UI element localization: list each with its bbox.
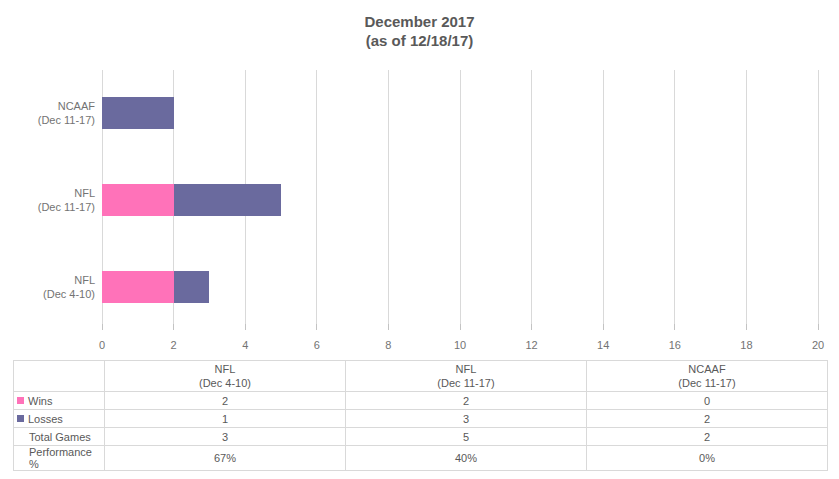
x-axis-tick-label: 0 [82,339,122,351]
table-row-wins: Wins220 [14,392,828,410]
x-axis-tick-label: 10 [440,339,480,351]
x-axis-tick-label: 18 [726,339,766,351]
bar-segment-wins-nfl-dec-4-10 [102,271,174,303]
category-label-line2: (Dec 11-17) [0,200,95,214]
legend-swatch-losses [17,415,24,422]
row-label-text: Total Games [29,431,91,443]
chart-canvas: December 2017 (as of 12/18/17) NCAAF(Dec… [0,0,839,479]
chart-title: December 2017 (as of 12/18/17) [0,12,839,50]
row-label-content: Wins [14,395,104,407]
table-column-header-nfl-dec-4-10: NFL(Dec 4-10) [105,361,346,392]
bar-nfl-dec-11-17 [102,184,281,216]
column-header-line2: (Dec 11-17) [587,376,827,390]
table-row-label-performance: Performance % [14,446,105,471]
axis-tick-mark [102,324,103,330]
column-header-line2: (Dec 11-17) [346,376,586,390]
table-cell-performance-col2: 40% [346,446,587,471]
category-label-line1: NFL [0,186,95,200]
x-axis-tick-label: 16 [655,339,695,351]
row-label-content: Performance % [14,446,104,470]
table-cell-performance-col3: 0% [587,446,828,471]
gridline-x-6 [316,70,317,330]
category-label-line2: (Dec 4-10) [0,287,95,301]
bar-ncaaf-dec-11-17 [102,97,174,129]
gridline-x-12 [531,70,532,330]
table-cell-performance-col1: 67% [105,446,346,471]
bar-segment-losses-nfl-dec-11-17 [174,184,281,216]
category-label-nfl-dec-4-10: NFL(Dec 4-10) [0,273,95,301]
plot-area [102,70,818,330]
row-label-content: Losses [14,413,104,425]
gridline-x-10 [460,70,461,330]
table-header-row: NFL(Dec 4-10)NFL(Dec 11-17)NCAAF(Dec 11-… [14,361,828,392]
axis-tick-mark [603,324,604,330]
table-cell-wins-col3: 0 [587,392,828,410]
bar-segment-losses-nfl-dec-4-10 [174,271,210,303]
table-cell-losses-col2: 3 [346,410,587,428]
category-label-line2: (Dec 11-17) [0,113,95,127]
column-header-line2: (Dec 4-10) [105,376,345,390]
x-axis-tick-label: 6 [297,339,337,351]
axis-tick-mark [245,324,246,330]
row-label-text: Wins [28,395,52,407]
table-cell-total-games-col1: 3 [105,428,346,446]
table-cell-total-games-col3: 2 [587,428,828,446]
row-label-text: Performance % [29,446,104,470]
table-column-header-nfl-dec-11-17: NFL(Dec 11-17) [346,361,587,392]
table-corner-cell [14,361,105,392]
legend-swatch-wins [17,397,24,404]
table-column-header-ncaaf-dec-11-17: NCAAF(Dec 11-17) [587,361,828,392]
x-axis-tick-label: 14 [583,339,623,351]
axis-tick-mark [173,324,174,330]
x-axis-tick-label: 4 [225,339,265,351]
axis-tick-mark [316,324,317,330]
table-cell-losses-col1: 1 [105,410,346,428]
table-cell-wins-col1: 2 [105,392,346,410]
table-cell-losses-col3: 2 [587,410,828,428]
x-axis-tick-label: 12 [512,339,552,351]
axis-tick-mark [746,324,747,330]
axis-tick-mark [388,324,389,330]
axis-tick-mark [460,324,461,330]
category-label-line1: NCAAF [0,99,95,113]
table-cell-wins-col2: 2 [346,392,587,410]
bar-nfl-dec-4-10 [102,271,209,303]
table-row-losses: Losses 132 [14,410,828,428]
column-header-line1: NFL [346,362,586,376]
column-header-line1: NFL [105,362,345,376]
axis-tick-mark [818,324,819,330]
table-row-label-total-games: Total Games [14,428,105,446]
x-axis-tick-label: 8 [368,339,408,351]
table-row-total-games: Total Games 352 [14,428,828,446]
table-row-performance: Performance %67%40%0% [14,446,828,471]
x-axis-tick-label: 2 [154,339,194,351]
data-table: NFL(Dec 4-10)NFL(Dec 11-17)NCAAF(Dec 11-… [13,360,828,471]
gridline-x-18 [746,70,747,330]
bar-segment-losses-ncaaf-dec-11-17 [102,97,174,129]
table-row-label-losses: Losses [14,410,105,428]
category-label-nfl-dec-11-17: NFL(Dec 11-17) [0,186,95,214]
category-label-line1: NFL [0,273,95,287]
row-label-text: Losses [28,413,63,425]
category-label-ncaaf-dec-11-17: NCAAF(Dec 11-17) [0,99,95,127]
chart-title-line2: (as of 12/18/17) [0,31,839,50]
x-axis-tick-label: 20 [798,339,838,351]
table-cell-total-games-col2: 5 [346,428,587,446]
axis-tick-mark [531,324,532,330]
chart-title-line1: December 2017 [0,12,839,31]
axis-tick-mark [674,324,675,330]
gridline-x-8 [388,70,389,330]
column-header-line1: NCAAF [587,362,827,376]
table-row-label-wins: Wins [14,392,105,410]
row-label-content: Total Games [14,431,104,443]
gridline-x-20 [818,70,819,330]
gridline-x-16 [674,70,675,330]
gridline-x-14 [603,70,604,330]
bar-segment-wins-nfl-dec-11-17 [102,184,174,216]
